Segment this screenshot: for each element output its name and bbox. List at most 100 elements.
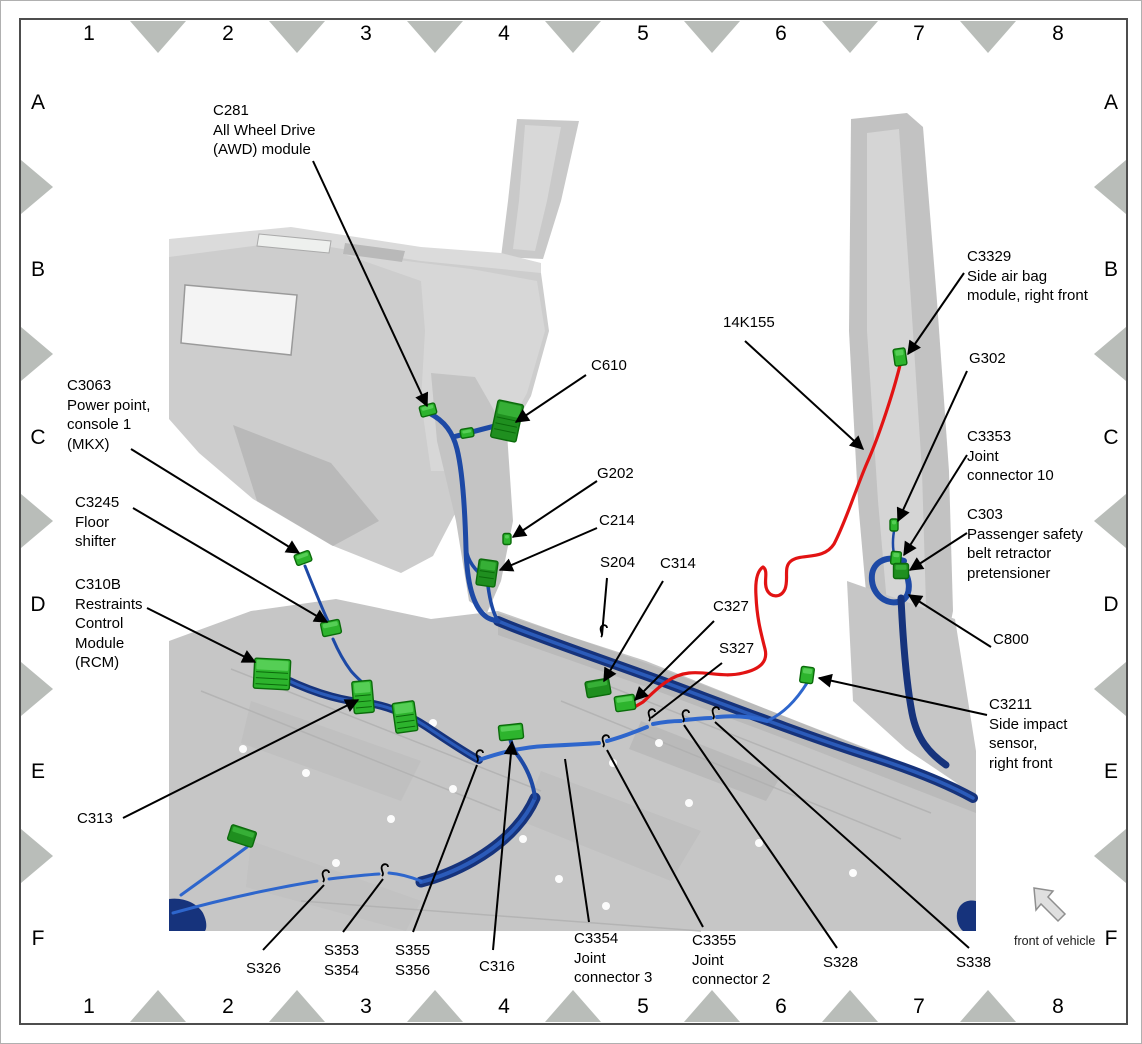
grid-marker-top-4: [545, 21, 601, 53]
splice-symbol-s326: [321, 869, 330, 883]
callout-c303: C303 Passenger safety belt retractor pre…: [967, 506, 1083, 582]
leader-c327: [634, 620, 715, 701]
leader-c310b: [146, 607, 257, 663]
front-of-vehicle-arrow-icon: [1033, 887, 1067, 923]
grid-col-8-bottom: 8: [1052, 995, 1064, 1018]
connector-c3245: [319, 618, 343, 638]
grid-row-E-right: E: [1103, 760, 1119, 783]
connectors: [226, 347, 910, 848]
connector-dash-small: [459, 427, 475, 439]
grid-marker-top-5: [684, 21, 740, 53]
grid-col-4-top: 4: [498, 22, 510, 45]
grid-marker-top-3: [407, 21, 463, 53]
front-of-vehicle-label: front of vehicle: [1014, 934, 1096, 948]
callout-g302: G302: [969, 350, 1006, 367]
callout-c3063: C3063 Power point, console 1 (MKX): [67, 377, 151, 453]
callout-s326: S326: [246, 960, 282, 977]
grid-col-3-top: 3: [360, 22, 372, 45]
grid-col-3-bottom: 3: [360, 995, 372, 1018]
grid-marker-left-3: [21, 494, 53, 548]
grid-marker-right-5: [1094, 829, 1126, 883]
leader-c303: [908, 532, 968, 571]
leader-c214: [498, 527, 598, 572]
callout-s204: S204: [600, 554, 636, 571]
connector-c3329: [892, 347, 908, 367]
callout-c3353: C3353 Joint connector 10: [967, 428, 1054, 484]
leader-c3329: [907, 272, 965, 356]
leader-s328: [683, 724, 838, 949]
connector-g202: [502, 532, 512, 546]
leader-c313: [122, 699, 360, 819]
callout-c313: C313: [77, 810, 113, 827]
grid-marker-bottom-2: [269, 990, 325, 1022]
b-pillar-face: [867, 129, 926, 649]
harness-c800-loop: [868, 555, 912, 606]
grid-marker-bottom-4: [545, 990, 601, 1022]
leader-c281: [312, 160, 429, 408]
grid-marker-left-1: [21, 160, 53, 214]
grid-marker-left-5: [21, 829, 53, 883]
connector-g302: [889, 518, 899, 532]
grid-row-C-right: C: [1103, 426, 1119, 449]
grid-row-F-left: F: [31, 927, 45, 950]
wire-bottom-left-connector: [179, 845, 249, 897]
a-pillar-face: [513, 125, 561, 251]
grid-row-A-right: A: [1103, 91, 1119, 114]
callout-s327: S327: [719, 640, 755, 657]
grid-marker-left-4: [21, 662, 53, 716]
grid-marker-top-7: [960, 21, 1016, 53]
grid-row-D-left: D: [30, 593, 46, 616]
under-dash-shadow: [233, 425, 379, 546]
harness-pillar-drop: [897, 594, 950, 769]
callout-c800: C800: [993, 631, 1029, 648]
grid-row-B-left: B: [30, 258, 46, 281]
grid-row-D-right: D: [1103, 593, 1119, 616]
leader-c3245: [132, 507, 329, 623]
splice-symbol-s328: [681, 709, 690, 723]
floor-recess-4: [246, 841, 421, 931]
callout-s338: S338: [956, 954, 992, 971]
grid-row-B-right: B: [1103, 258, 1119, 281]
connector-c303: [892, 562, 910, 580]
splice-symbol-s338: [711, 706, 720, 720]
leader-g202: [511, 480, 598, 538]
wire-14k155-red: [631, 359, 903, 710]
grid-marker-bottom-5: [684, 990, 740, 1022]
leader-lines: [122, 160, 992, 951]
leader-14k155: [744, 340, 865, 450]
connector-c316: [497, 722, 525, 742]
callout-s328: S328: [823, 954, 859, 971]
dash-vent-opening-2: [343, 243, 405, 262]
grid-row-E-left: E: [30, 760, 46, 783]
callout-c316: C316: [479, 958, 515, 975]
connector-c327: [613, 693, 637, 713]
leader-c3063: [130, 448, 301, 554]
grid-row-A-left: A: [30, 91, 46, 114]
floor-ridges: [200, 668, 932, 932]
grid-col-4-bottom: 4: [498, 995, 510, 1018]
grid-marker-bottom-7: [960, 990, 1016, 1022]
grid-marker-top-2: [269, 21, 325, 53]
connector-c313-a: [351, 679, 375, 715]
grid-row-C-left: C: [30, 426, 46, 449]
connector-c310b: [252, 657, 292, 691]
connector-c3211: [799, 665, 815, 685]
splice-symbol-s353-s354: [380, 863, 389, 877]
leader-c3355: [606, 749, 704, 928]
grid-marker-right-1: [1094, 160, 1126, 214]
grid-marker-bottom-3: [407, 990, 463, 1022]
leader-s355-s356: [412, 764, 478, 933]
grid-col-7-bottom: 7: [913, 995, 925, 1018]
grid-marker-bottom-6: [822, 990, 878, 1022]
grid-col-1-bottom: 1: [83, 995, 95, 1018]
grid-col-5-bottom: 5: [637, 995, 649, 1018]
leader-c3354: [564, 758, 590, 923]
callout-c3211: C3211 Side impact sensor, right front: [989, 696, 1068, 772]
wire-c3211: [767, 681, 809, 722]
leader-c610: [514, 374, 587, 423]
splice-symbol-s327: [647, 708, 656, 722]
instrument-cluster-opening: [180, 284, 298, 356]
callout-c3355: C3355 Joint connector 2: [692, 932, 771, 988]
wiring-harness: [169, 359, 978, 931]
